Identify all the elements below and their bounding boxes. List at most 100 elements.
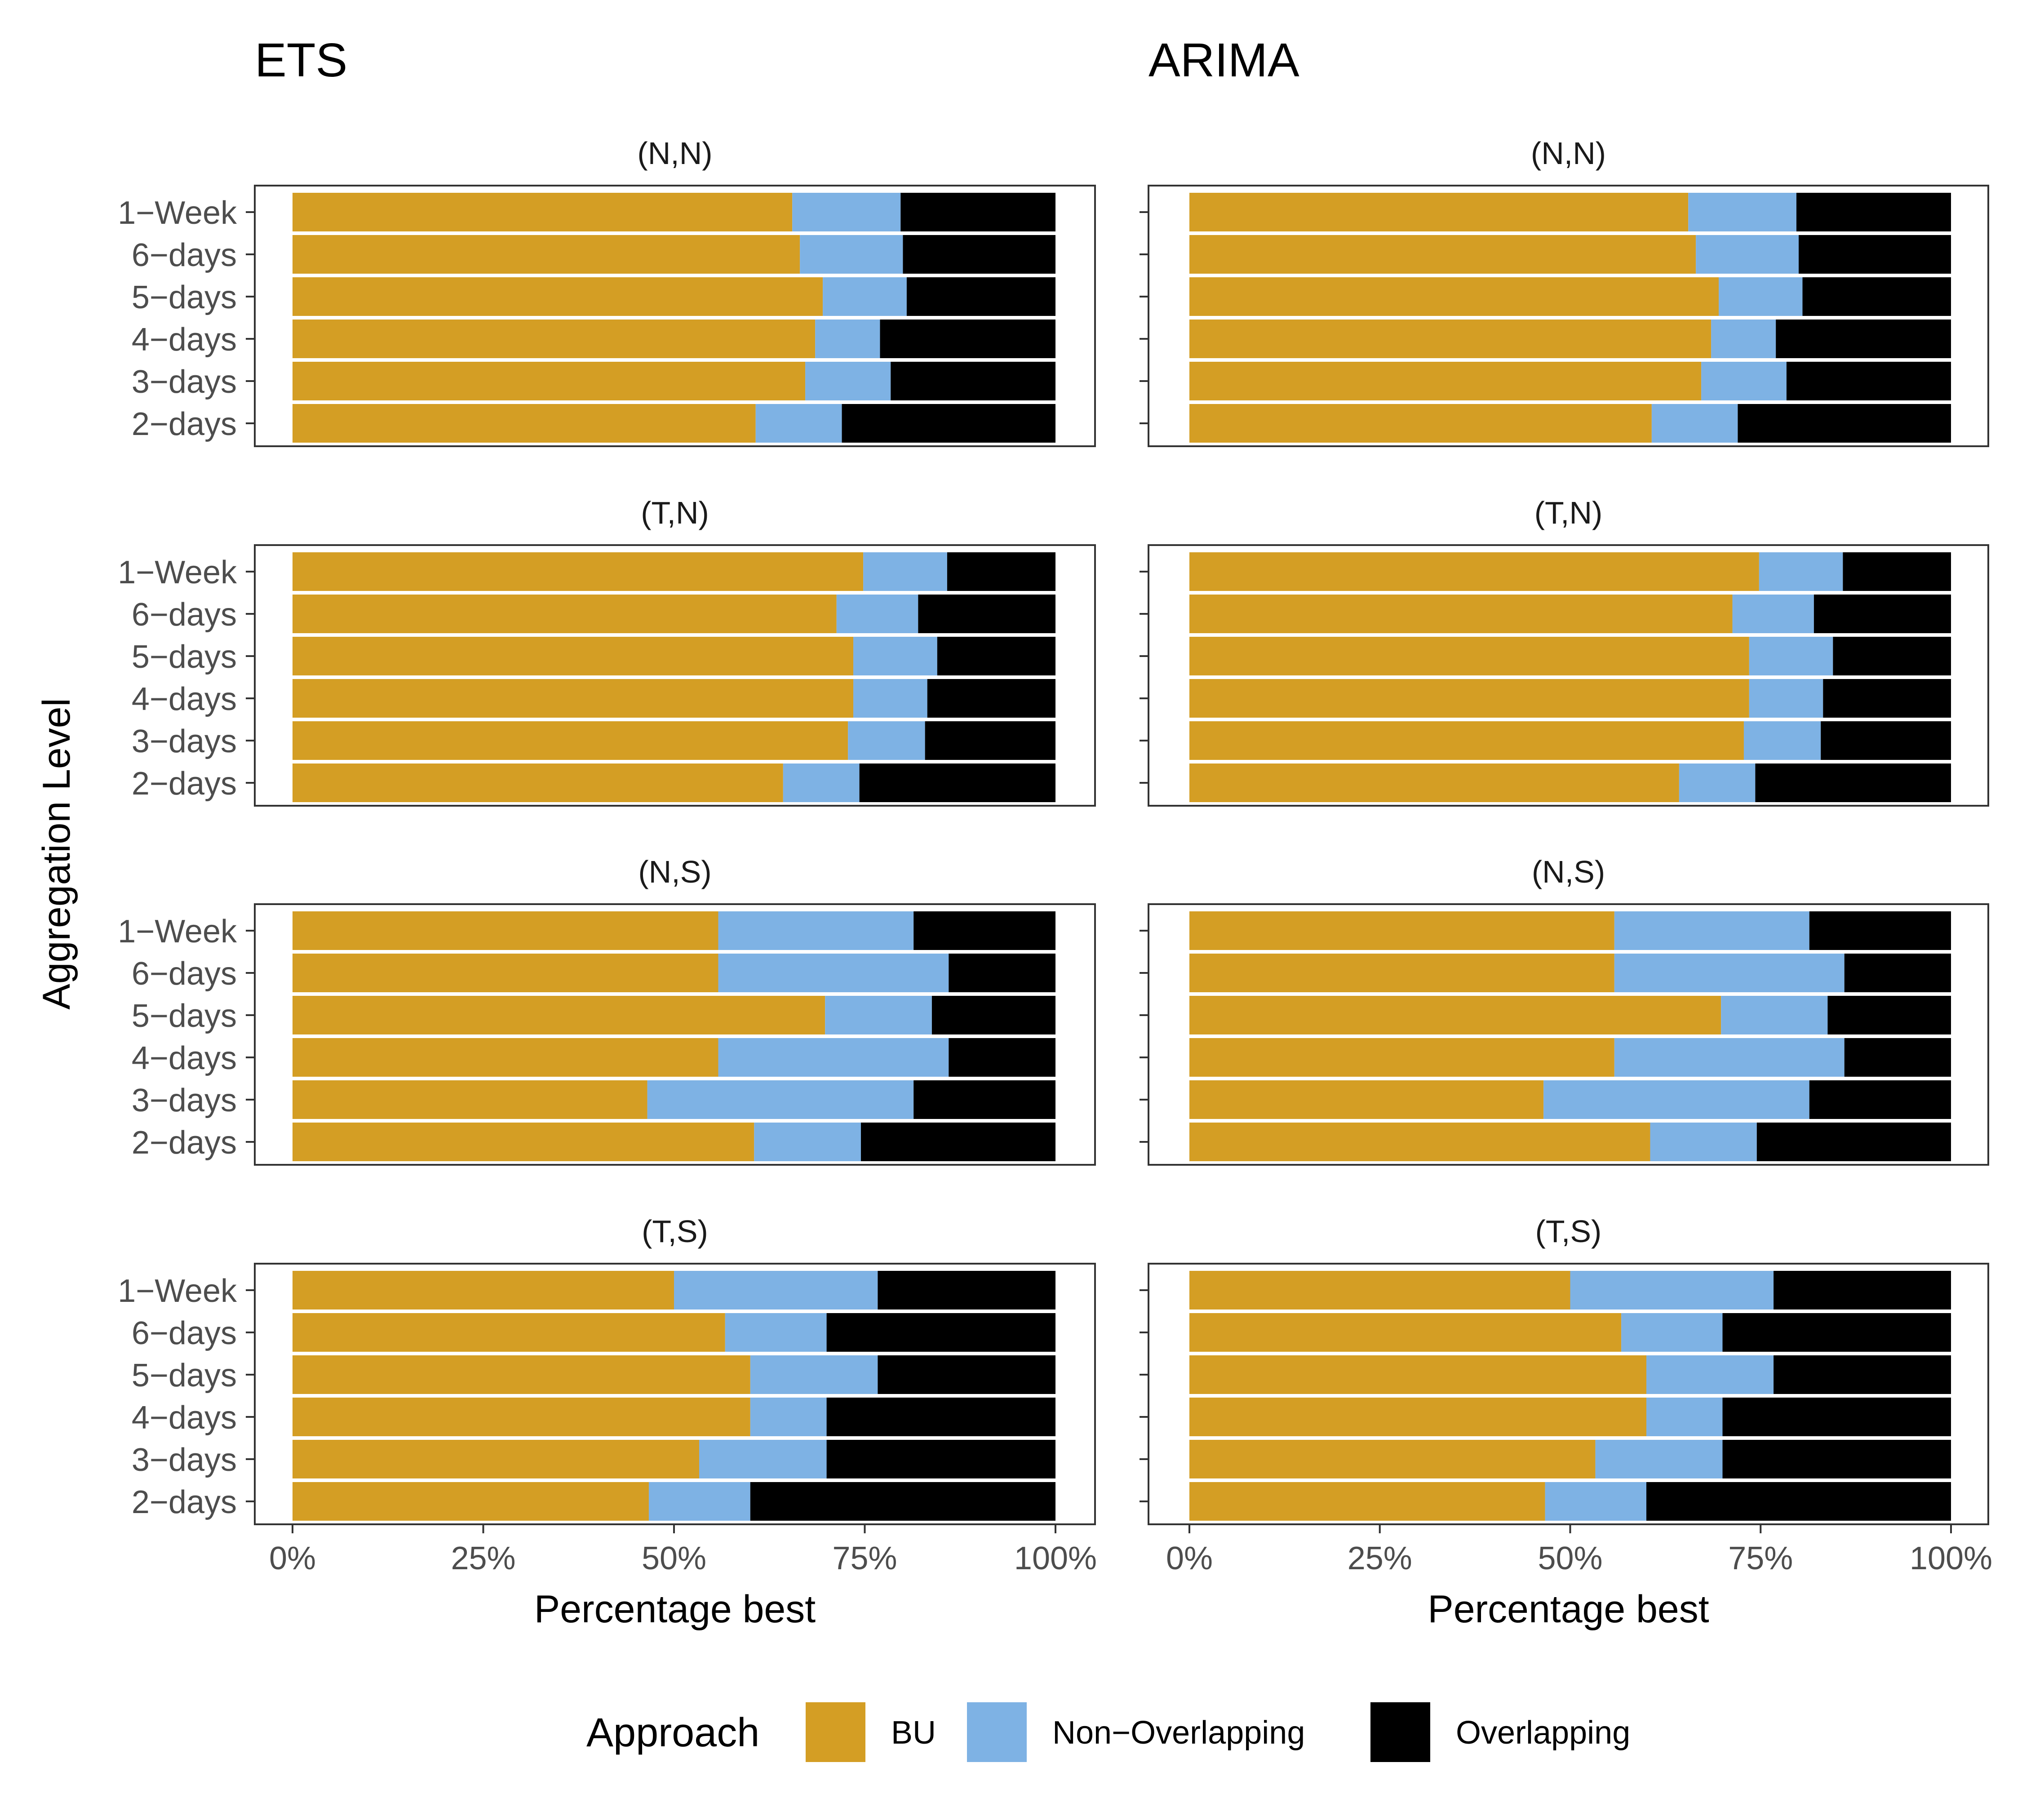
legend-title: Approach <box>586 1710 759 1755</box>
facet-panel: (N,S) <box>1140 854 1989 1166</box>
y-tick-label: 4−days <box>132 322 237 358</box>
bar-overlapping <box>1809 911 1951 950</box>
facet-panel: (T,S) 1−Week 6−days 5−days 4−days 3−days 2−day… <box>118 1214 1096 1525</box>
bar-overlapping <box>859 764 1055 802</box>
y-axis-title: Aggregation Level <box>35 698 78 1009</box>
bar-non-overlapping <box>800 235 903 274</box>
bar-non-overlapping <box>750 1355 878 1394</box>
bar-bu <box>293 404 756 443</box>
bar-non-overlapping <box>648 1482 750 1521</box>
legend: Approach BU Non−Overlapping Overlapping <box>586 1702 1630 1762</box>
bar-overlapping <box>1722 1398 1951 1436</box>
bar-overlapping <box>925 721 1055 760</box>
bar-non-overlapping <box>836 595 918 633</box>
y-tick-label: 6−days <box>132 956 237 992</box>
bar-overlapping <box>931 996 1055 1034</box>
bar-overlapping <box>1738 404 1951 443</box>
x-axis: 0% 25% 50% 75% 100% Percentage best <box>1166 1524 1992 1631</box>
x-axis: 0% 25% 50% 75% 100% Percentage best <box>269 1524 1097 1631</box>
bar-bu <box>1189 552 1759 591</box>
bar-overlapping <box>1833 637 1951 675</box>
legend-key-bu <box>806 1702 865 1762</box>
bar-non-overlapping <box>1701 362 1787 400</box>
bar-bu <box>293 277 823 316</box>
bar-bu <box>1189 911 1614 950</box>
bar-non-overlapping <box>1614 954 1845 992</box>
bar-non-overlapping <box>1614 911 1809 950</box>
facet-title: (N,S) <box>638 854 711 889</box>
bar-bu <box>293 954 718 992</box>
bar-non-overlapping <box>805 362 891 400</box>
x-tick-label: 25% <box>451 1540 515 1576</box>
y-tick-label: 1−Week <box>118 1273 237 1309</box>
bar-overlapping <box>1756 1123 1951 1161</box>
facet-title: (T,N) <box>1534 495 1603 530</box>
bar-bu <box>1189 595 1733 633</box>
x-tick-label: 75% <box>832 1540 897 1576</box>
bar-non-overlapping <box>783 764 860 802</box>
bar-bu <box>293 911 718 950</box>
bar-non-overlapping <box>1646 1398 1723 1436</box>
facet-panel: (T,S) <box>1140 1214 1989 1525</box>
bar-bu <box>1189 996 1721 1034</box>
bar-overlapping <box>878 1355 1055 1394</box>
x-tick-label: 75% <box>1728 1540 1793 1576</box>
bar-overlapping <box>1796 193 1951 231</box>
y-tick-label: 2−days <box>132 1125 237 1161</box>
x-tick-label: 100% <box>1014 1540 1097 1576</box>
bar-bu <box>1189 1440 1596 1478</box>
x-tick-label: 50% <box>1538 1540 1602 1576</box>
bar-non-overlapping <box>1759 552 1843 591</box>
bar-non-overlapping <box>718 954 949 992</box>
bar-non-overlapping <box>1749 679 1823 718</box>
x-tick-label: 50% <box>642 1540 706 1576</box>
bar-overlapping <box>1814 595 1951 633</box>
bar-overlapping <box>1799 235 1951 274</box>
facet-title: (N,N) <box>637 136 712 171</box>
bar-bu <box>293 1482 649 1521</box>
y-tick-label: 6−days <box>132 1315 237 1351</box>
facet-panel: (N,N) 1−Week 6−days 5−days 4−days 3−days 2−day… <box>118 136 1096 447</box>
bar-overlapping <box>1809 1080 1951 1119</box>
bar-overlapping <box>1774 1271 1951 1310</box>
bar-non-overlapping <box>823 277 907 316</box>
y-tick-label: 3−days <box>132 1442 237 1478</box>
bar-bu <box>1189 721 1744 760</box>
bar-non-overlapping <box>1570 1271 1774 1310</box>
y-tick-label: 1−Week <box>118 555 237 590</box>
bar-overlapping <box>826 1398 1055 1436</box>
bar-bu <box>293 193 793 231</box>
bar-non-overlapping <box>1614 1038 1845 1077</box>
x-axis-title: Percentage best <box>534 1588 816 1631</box>
bar-bu <box>1189 954 1614 992</box>
bar-overlapping <box>1821 721 1951 760</box>
bar-non-overlapping <box>848 721 925 760</box>
bar-bu <box>293 552 864 591</box>
bar-overlapping <box>826 1313 1055 1352</box>
bar-overlapping <box>903 235 1055 274</box>
facet-title: (T,N) <box>641 495 709 530</box>
y-tick-label: 3−days <box>132 1083 237 1119</box>
y-tick-label: 3−days <box>132 724 237 759</box>
bar-non-overlapping <box>792 193 901 231</box>
bar-non-overlapping <box>1719 277 1803 316</box>
y-tick-label: 6−days <box>132 237 237 273</box>
x-tick-label: 25% <box>1348 1540 1412 1576</box>
column-ets: ETS (N,N) 1−Week 6−days 5−days 4−days 3−days 2−… <box>118 34 1097 1631</box>
bar-non-overlapping <box>674 1271 878 1310</box>
y-tick-label: 3−days <box>132 364 237 400</box>
bar-bu <box>1189 1123 1650 1161</box>
x-tick-label: 100% <box>1910 1540 1992 1576</box>
bar-non-overlapping <box>863 552 947 591</box>
facet-panel: (N,S) 1−Week 6−days 5−days 4−days 3−days 2−day… <box>118 854 1096 1166</box>
bar-non-overlapping <box>754 1123 861 1161</box>
bar-non-overlapping <box>1543 1080 1809 1119</box>
bar-overlapping <box>861 1123 1055 1161</box>
bar-non-overlapping <box>1595 1440 1723 1478</box>
y-tick-label: 2−days <box>132 1484 237 1520</box>
bar-overlapping <box>1786 362 1951 400</box>
bar-overlapping <box>900 193 1055 231</box>
bar-non-overlapping <box>825 996 932 1034</box>
bar-bu <box>1189 404 1652 443</box>
column-title: ARIMA <box>1148 34 1299 87</box>
